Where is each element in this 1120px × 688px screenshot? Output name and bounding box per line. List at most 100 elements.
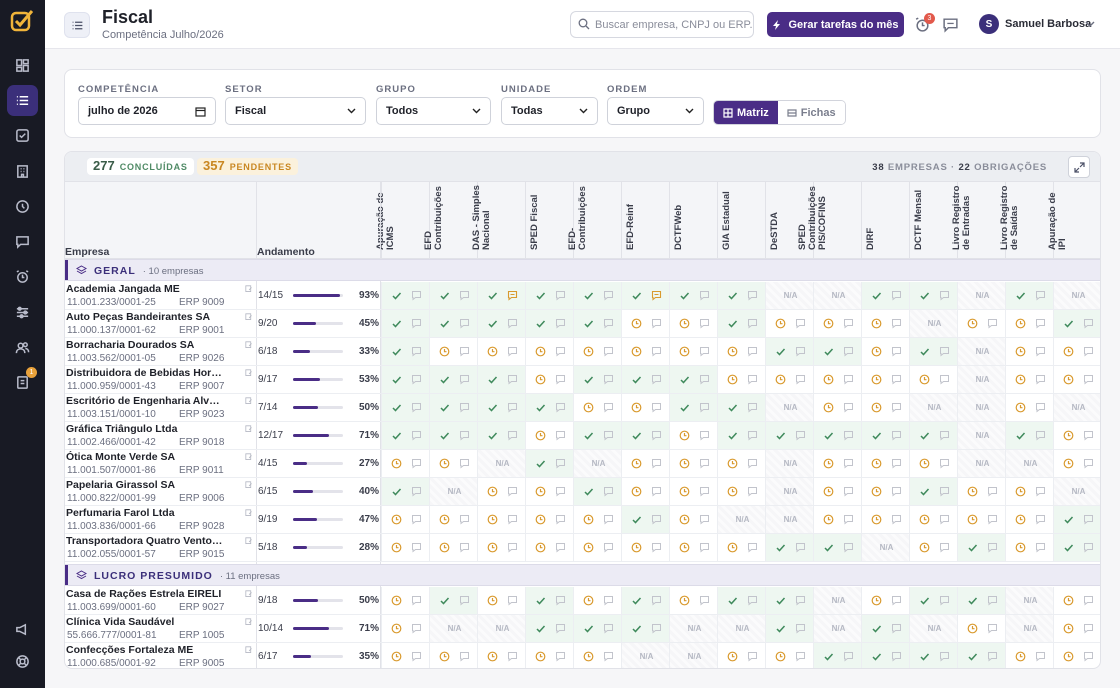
table-row[interactable]: Gráfica Triângulo Ltda 11.002.466/0001-42… xyxy=(65,422,1100,450)
clock-icon[interactable] xyxy=(1015,651,1026,662)
check-icon[interactable] xyxy=(871,623,882,634)
clock-icon[interactable] xyxy=(679,346,690,357)
ordem-select[interactable]: Grupo xyxy=(607,97,704,125)
obligation-cell-done[interactable] xyxy=(765,534,813,561)
obligation-cell-pending[interactable] xyxy=(813,506,861,533)
unidade-select[interactable]: Todas xyxy=(501,97,598,125)
nav-checklist-icon[interactable]: 1 xyxy=(7,367,38,398)
obligation-cell-done[interactable] xyxy=(573,478,621,505)
clock-icon[interactable] xyxy=(1015,402,1026,413)
comment-icon[interactable] xyxy=(843,486,854,497)
check-icon[interactable] xyxy=(583,486,594,497)
comment-icon[interactable] xyxy=(555,318,566,329)
comment-icon[interactable] xyxy=(507,595,518,606)
comment-icon[interactable] xyxy=(651,346,662,357)
clock-icon[interactable] xyxy=(919,374,930,385)
comment-icon[interactable] xyxy=(1035,318,1046,329)
clock-icon[interactable] xyxy=(871,458,882,469)
clock-icon[interactable] xyxy=(775,651,786,662)
obligation-cell-pending[interactable] xyxy=(813,478,861,505)
comment-icon[interactable] xyxy=(747,318,758,329)
note-icon[interactable] xyxy=(245,285,254,294)
comment-icon[interactable] xyxy=(747,651,758,662)
comment-icon[interactable] xyxy=(843,402,854,413)
obligation-cell-done[interactable] xyxy=(765,587,813,614)
comment-icon[interactable] xyxy=(555,542,566,553)
comment-icon[interactable] xyxy=(459,346,470,357)
comment-icon[interactable] xyxy=(939,651,950,662)
obligation-cell-done[interactable] xyxy=(381,422,429,449)
clock-icon[interactable] xyxy=(967,486,978,497)
comment-icon[interactable] xyxy=(651,514,662,525)
obligation-cell-pending[interactable] xyxy=(525,366,573,393)
obligation-cell-done[interactable] xyxy=(525,587,573,614)
check-icon[interactable] xyxy=(775,346,786,357)
comment-icon[interactable] xyxy=(411,346,422,357)
comment-icon[interactable] xyxy=(507,651,518,662)
comment-icon[interactable] xyxy=(411,595,422,606)
clock-icon[interactable] xyxy=(391,542,402,553)
clock-icon[interactable] xyxy=(487,486,498,497)
obligation-cell-pending[interactable] xyxy=(1053,587,1100,614)
comment-icon[interactable] xyxy=(795,430,806,441)
comment-icon[interactable] xyxy=(603,374,614,385)
obligation-cell-done[interactable] xyxy=(381,394,429,421)
clock-icon[interactable] xyxy=(535,374,546,385)
obligation-cell-done[interactable] xyxy=(717,310,765,337)
check-icon[interactable] xyxy=(487,318,498,329)
obligation-cell-pending[interactable] xyxy=(861,478,909,505)
obligation-cell-pending[interactable] xyxy=(525,506,573,533)
obligation-cell-done[interactable] xyxy=(429,310,477,337)
obligation-cell-done[interactable] xyxy=(765,615,813,642)
comment-icon[interactable] xyxy=(507,402,518,413)
check-icon[interactable] xyxy=(775,542,786,553)
clock-icon[interactable] xyxy=(439,651,450,662)
comment-icon[interactable] xyxy=(843,458,854,469)
company-name[interactable]: Distribuidora de Bebidas Horizonte xyxy=(66,367,224,379)
comment-icon[interactable] xyxy=(699,595,710,606)
note-icon[interactable] xyxy=(245,646,254,655)
table-row[interactable]: Clínica Vida Saudável 55.666.777/0001-81 E… xyxy=(65,615,1100,643)
table-row[interactable]: Borracharia Dourados SA 11.003.562/0001-0… xyxy=(65,338,1100,366)
table-row[interactable]: Escritório de Engenharia Alvorada 11.003.… xyxy=(65,394,1100,422)
obligation-cell-pending[interactable] xyxy=(573,338,621,365)
comment-icon[interactable] xyxy=(795,623,806,634)
check-icon[interactable] xyxy=(391,346,402,357)
company-name[interactable]: Gráfica Triângulo Ltda xyxy=(66,423,178,435)
nav-chat-icon[interactable] xyxy=(7,226,38,257)
obligation-cell-done[interactable] xyxy=(717,422,765,449)
comment-icon[interactable] xyxy=(651,402,662,413)
check-icon[interactable] xyxy=(1063,318,1074,329)
nav-list-icon[interactable] xyxy=(7,85,38,116)
obligation-cell-pending[interactable] xyxy=(957,478,1005,505)
clock-icon[interactable] xyxy=(583,346,594,357)
obligation-cell-pending[interactable] xyxy=(765,366,813,393)
obligation-cell-pending[interactable] xyxy=(429,643,477,668)
comment-icon[interactable] xyxy=(1083,623,1094,634)
comment-icon[interactable] xyxy=(891,595,902,606)
obligation-cell-done[interactable] xyxy=(861,643,909,668)
clock-icon[interactable] xyxy=(1063,623,1074,634)
check-icon[interactable] xyxy=(919,595,930,606)
obligation-cell-pending[interactable] xyxy=(717,338,765,365)
obligation-cell-done[interactable] xyxy=(573,615,621,642)
comment-icon[interactable] xyxy=(603,346,614,357)
comment-icon[interactable] xyxy=(411,458,422,469)
comment-icon[interactable] xyxy=(843,346,854,357)
nav-building-icon[interactable] xyxy=(7,156,38,187)
clock-icon[interactable] xyxy=(631,318,642,329)
obligation-cell-done[interactable] xyxy=(381,282,429,309)
comment-icon[interactable] xyxy=(459,430,470,441)
clock-icon[interactable] xyxy=(535,651,546,662)
avatar[interactable]: S xyxy=(979,14,999,34)
comment-icon[interactable] xyxy=(507,318,518,329)
clock-icon[interactable] xyxy=(871,486,882,497)
comment-icon[interactable] xyxy=(747,486,758,497)
obligation-cell-pending[interactable] xyxy=(477,506,525,533)
clock-icon[interactable] xyxy=(823,318,834,329)
check-icon[interactable] xyxy=(535,290,546,301)
comment-icon[interactable] xyxy=(843,651,854,662)
comment-icon[interactable] xyxy=(939,486,950,497)
clock-icon[interactable] xyxy=(1063,374,1074,385)
check-icon[interactable] xyxy=(919,651,930,662)
